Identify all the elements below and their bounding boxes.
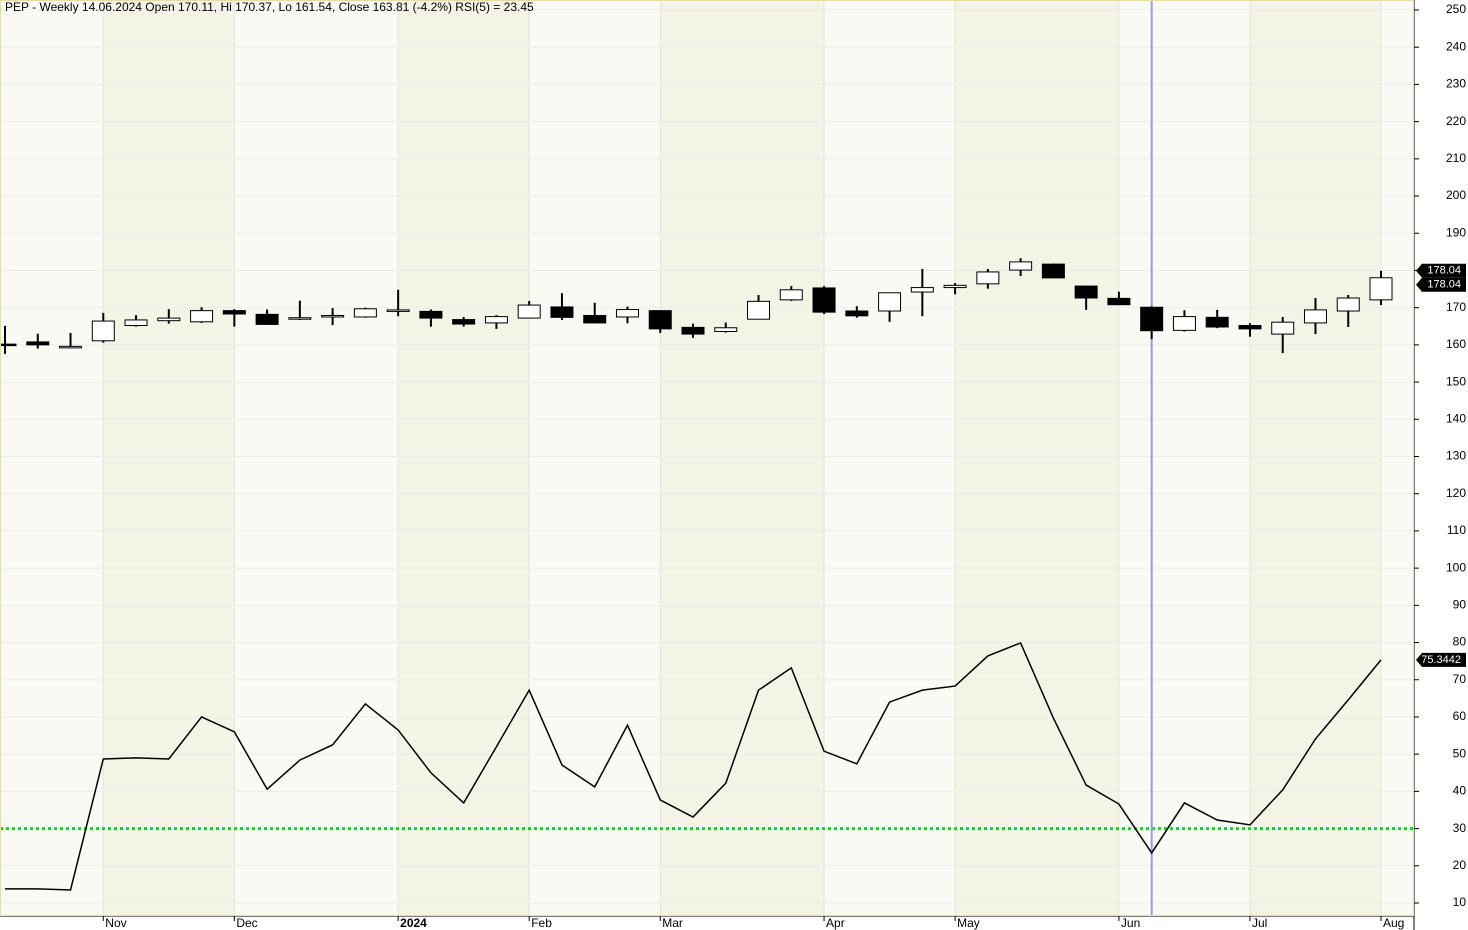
candle-body [1009, 261, 1033, 271]
y-tick-label: 120 [1446, 486, 1466, 500]
y-tick-label: 10 [1453, 895, 1467, 909]
y-tick-label: 130 [1446, 449, 1466, 463]
value-badge-label: 75.3442 [1421, 654, 1461, 666]
candle-body [190, 310, 214, 323]
y-tick-label: 210 [1446, 151, 1466, 165]
candle-body [943, 284, 967, 289]
y-tick-label: 70 [1453, 672, 1467, 686]
month-band [103, 0, 235, 916]
candle-body [0, 343, 17, 347]
candle-body [1303, 309, 1327, 324]
y-tick-label: 20 [1453, 858, 1467, 872]
y-tick-label: 50 [1453, 746, 1467, 760]
candle-body [91, 320, 115, 342]
candle-body [1074, 285, 1098, 299]
value-badge [1416, 263, 1466, 278]
x-tick-label: Apr [826, 916, 845, 930]
candle-body [1172, 316, 1196, 331]
y-tick-label: 80 [1453, 635, 1467, 649]
candle-body [419, 310, 443, 319]
chart-title: PEP - Weekly 14.06.2024 Open 170.11, Hi … [5, 0, 534, 14]
candle-body [976, 271, 1000, 285]
candle-body [681, 326, 705, 335]
y-tick-label: 230 [1446, 77, 1466, 91]
candle-body [26, 341, 50, 346]
candle-body [1271, 321, 1295, 335]
month-band [955, 0, 1119, 916]
value-badge [1416, 652, 1466, 667]
y-tick-label: 110 [1447, 523, 1466, 537]
y-tick-label: 100 [1446, 560, 1466, 574]
candle-body [386, 309, 410, 312]
y-tick-label: 90 [1453, 598, 1467, 612]
candle-body [255, 313, 279, 325]
y-tick-label: 160 [1446, 337, 1466, 351]
candle-body [550, 306, 574, 318]
candle-body [1336, 297, 1360, 312]
y-tick-label: 140 [1446, 411, 1466, 425]
candle-body [452, 319, 476, 325]
month-band [1249, 0, 1382, 916]
candle-body [1205, 316, 1229, 328]
y-tick-label: 150 [1446, 374, 1466, 388]
candle-body [779, 289, 803, 301]
y-tick-label: 170 [1446, 300, 1466, 314]
month-bands [103, 0, 1382, 916]
candle-body [812, 287, 836, 313]
y-tick-label: 250 [1446, 2, 1466, 16]
y-tick-label: 220 [1446, 114, 1466, 128]
candle-body [157, 317, 181, 322]
candle-body [484, 316, 508, 324]
candle-body [1107, 297, 1131, 306]
x-tick-label: Jul [1252, 916, 1267, 930]
candle-body [1238, 325, 1262, 330]
marks [0, 0, 1414, 916]
candle-body [1041, 263, 1065, 279]
candle-body [845, 310, 869, 317]
month-band [398, 0, 530, 916]
candle-body [714, 327, 738, 332]
candle-body [1369, 277, 1393, 301]
y-tick-label: 200 [1446, 188, 1466, 202]
y-tick-label: 40 [1453, 784, 1467, 798]
candle-body [878, 292, 902, 312]
x-tick-label: Dec [236, 916, 257, 930]
value-badge-label: 178.04 [1427, 265, 1461, 277]
candle-body [747, 300, 771, 320]
candle-body [222, 310, 246, 315]
x-tick-label: Nov [105, 916, 126, 930]
value-badge-label: 178.04 [1427, 279, 1461, 291]
x-tick-label: Jun [1121, 916, 1140, 930]
candle-body [910, 287, 934, 293]
candle-body [648, 310, 672, 330]
candle-body [583, 314, 607, 324]
y-tick-label: 190 [1446, 225, 1466, 239]
y-tick-label: 60 [1453, 709, 1467, 723]
candle-body [1140, 306, 1164, 332]
grid [0, 0, 1414, 916]
x-tick-label: 2024 [400, 916, 427, 930]
candle-body [59, 345, 83, 349]
candle-body [288, 317, 312, 320]
candle-body [615, 309, 639, 318]
candle-body [321, 314, 345, 318]
x-tick-label: May [957, 916, 980, 930]
y-tick-label: 240 [1446, 39, 1466, 53]
y-tick-label: 30 [1453, 821, 1467, 835]
plot-border [0, 0, 1414, 916]
candle-body [124, 319, 148, 327]
rsi-line [5, 641, 1382, 891]
month-band [660, 0, 825, 916]
x-tick-label: Mar [662, 916, 683, 930]
x-tick-label: Feb [531, 916, 552, 930]
value-badge [1416, 277, 1466, 292]
candle-body [353, 308, 377, 318]
candle-body [517, 304, 541, 319]
x-tick-label: Aug [1383, 916, 1404, 930]
